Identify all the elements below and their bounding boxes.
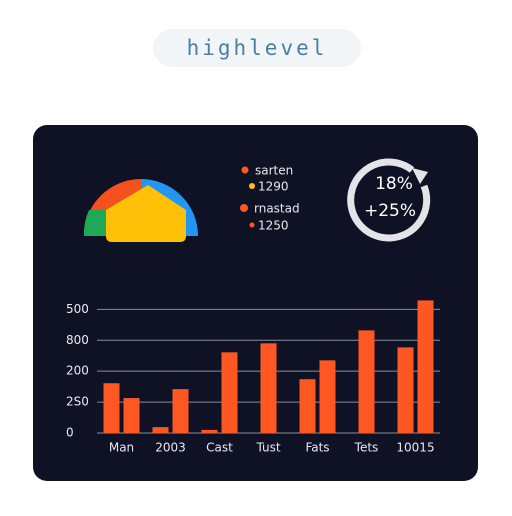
x-tick-label: Man (109, 441, 134, 455)
bar (221, 352, 238, 433)
bar (319, 360, 336, 433)
y-tick-label: 500 (66, 302, 89, 316)
legend-dot (241, 166, 249, 174)
legend-value: 1250 (258, 219, 289, 233)
x-tick-label: Tust (255, 441, 280, 455)
legend-dot (240, 204, 248, 212)
legend-label: sarten (255, 164, 293, 178)
bar (417, 300, 434, 433)
x-tick-label: 2003 (155, 441, 186, 455)
y-tick-label: 0 (66, 426, 74, 440)
gauge (83, 179, 198, 242)
x-tick-label: Fats (305, 441, 329, 455)
title: highlevel (187, 36, 328, 60)
y-tick-label: 2S0 (66, 395, 89, 409)
ring-arrow (412, 168, 428, 184)
bar (358, 330, 375, 433)
bar (299, 379, 316, 433)
y-tick-label: 200 (66, 364, 89, 378)
legend-value: 1290 (258, 180, 289, 194)
ring-secondary: +25% (364, 201, 416, 221)
gauge-yellow (106, 185, 186, 242)
ring-primary: 18% (375, 174, 413, 194)
ring: 18% +25% (347, 158, 431, 242)
x-tick-label: Cast (206, 441, 233, 455)
legend-dot (249, 222, 255, 228)
gauge-green (83, 210, 110, 236)
bar (123, 398, 140, 433)
x-tick-label: Tets (354, 441, 379, 455)
bar (201, 429, 218, 433)
bar (397, 347, 414, 433)
bar-chart: 0 2S0 200 800 500 Man 2003 Cast Tust Fats Tets 1001… (66, 300, 440, 455)
bar (172, 389, 189, 433)
y-tick-label: 800 (66, 333, 89, 347)
title-pill (153, 29, 361, 67)
bar (152, 427, 169, 433)
legend-dot (249, 183, 255, 189)
legend-label: rnastad (254, 202, 300, 216)
x-tick-label: 10015 (396, 441, 434, 455)
bar (103, 383, 120, 433)
ring-arc (347, 158, 431, 242)
bar (260, 343, 277, 433)
